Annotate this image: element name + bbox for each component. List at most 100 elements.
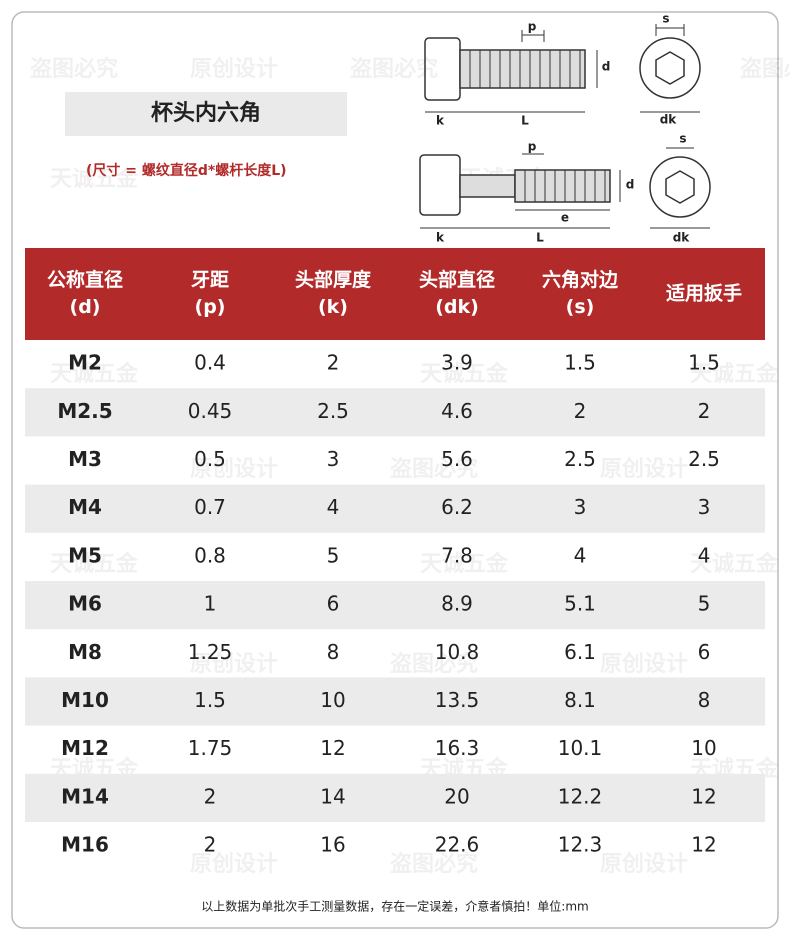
cell: 0.5: [194, 447, 226, 471]
watermark: 盗图必究: [740, 56, 790, 82]
diagram-label: p: [528, 20, 537, 34]
watermark: 原创设计: [190, 852, 278, 877]
row-band: [25, 388, 765, 437]
cell: 1.5: [194, 688, 226, 712]
cell: 2: [204, 784, 217, 808]
cell: 12: [320, 736, 345, 760]
diagram-label: e: [561, 211, 569, 225]
title-box: [65, 92, 347, 136]
header-label: (k): [318, 296, 348, 318]
row-band: [25, 677, 765, 726]
diagram-label: s: [662, 12, 669, 26]
subtitle: (尺寸 = 螺纹直径d*螺杆长度L): [86, 162, 287, 179]
diagram-label: dk: [673, 231, 691, 245]
header-label: 公称直径: [47, 268, 123, 291]
header-label: (p): [195, 296, 226, 318]
cell: M6: [68, 592, 102, 616]
cell: 0.7: [194, 495, 226, 519]
header-label: (s): [566, 296, 595, 318]
watermark: 天诚五金: [50, 551, 139, 577]
cell: 8: [327, 640, 340, 664]
footer-note: 以上数据为单批次手工测量数据，存在一定误差，介意者慎拍！单位:mm: [201, 899, 588, 914]
header-label: 牙距: [191, 269, 229, 291]
cell: 2: [204, 833, 217, 857]
table-header: [25, 248, 765, 340]
cell: 2: [698, 399, 711, 423]
diagram-label: dk: [660, 113, 678, 127]
watermark: 原创设计: [190, 652, 278, 677]
cell: 4: [698, 543, 711, 567]
watermark: 盗图必究: [390, 651, 478, 677]
diagram-label: p: [528, 140, 537, 154]
header-label: (dk): [435, 296, 479, 318]
header-label: 头部厚度: [295, 268, 372, 291]
watermark: 天诚五金: [690, 551, 779, 577]
diagram-label: L: [521, 114, 529, 128]
diagram-label: L: [536, 231, 544, 245]
cell: 3: [327, 447, 340, 471]
watermark: 原创设计: [190, 457, 278, 482]
watermark: 原创设计: [600, 852, 688, 877]
cell: 2.5: [564, 447, 596, 471]
cell: M10: [61, 688, 109, 712]
cell: 20: [444, 784, 469, 808]
diagram-label: s: [679, 132, 686, 146]
cell: 2: [327, 351, 340, 375]
header-label: 六角对边: [542, 268, 619, 291]
cell: M5: [68, 543, 102, 567]
watermark: 天诚五金: [420, 361, 509, 387]
cell: 4: [574, 543, 587, 567]
cell: 10.1: [558, 736, 603, 760]
cell: 1.25: [188, 640, 233, 664]
cell: 1: [204, 592, 217, 616]
diagram-label: k: [436, 114, 445, 128]
title: 杯头内六角: [151, 100, 261, 126]
cell: M14: [61, 784, 109, 808]
cell: 2.5: [688, 447, 720, 471]
cell: 22.6: [435, 833, 480, 857]
cell: 0.8: [194, 543, 226, 567]
cell: 1.75: [188, 736, 233, 760]
cell: 12.2: [558, 784, 603, 808]
cell: 12: [691, 784, 716, 808]
cell: 3.9: [441, 351, 473, 375]
row-band: [25, 581, 765, 630]
cell: M2.5: [57, 399, 112, 423]
cell: 4.6: [441, 399, 473, 423]
header-label: (d): [70, 296, 101, 318]
cell: 5.6: [441, 447, 473, 471]
cell: 8.9: [441, 592, 473, 616]
cell: 1.5: [564, 351, 596, 375]
header-label: 头部直径: [419, 268, 495, 291]
cell: 8: [698, 688, 711, 712]
cell: 4: [327, 495, 340, 519]
diagram-label: d: [602, 60, 611, 74]
watermark: 原创设计: [190, 57, 278, 82]
cell: 3: [574, 495, 587, 519]
cell: 16: [320, 833, 345, 857]
cell: M2: [68, 351, 102, 375]
cell: 13.5: [435, 688, 480, 712]
row-band: [25, 484, 765, 533]
cell: M16: [61, 833, 109, 857]
cell: 14: [320, 784, 345, 808]
cell: 1.5: [688, 351, 720, 375]
watermark: 盗图必究: [350, 56, 438, 82]
cell: 6: [327, 592, 340, 616]
cell: 12: [691, 833, 716, 857]
cell: 6.2: [441, 495, 473, 519]
watermark: 天诚五金: [690, 361, 779, 387]
diagram-label: d: [626, 178, 635, 192]
row-band: [25, 773, 765, 822]
watermark: 天诚五金: [50, 361, 139, 387]
watermark: 盗图必究: [30, 56, 118, 82]
watermarks: 盗图必究原创设计盗图必究盗图必究天诚五金天诚五金天诚五金天诚五金天诚五金原创设计…: [30, 56, 790, 877]
cell: 6.1: [564, 640, 596, 664]
watermark: 天诚五金: [50, 166, 139, 192]
watermark: 原创设计: [600, 652, 688, 677]
cell: 5: [327, 543, 340, 567]
cell: 10: [691, 736, 716, 760]
cell: 8.1: [564, 688, 596, 712]
